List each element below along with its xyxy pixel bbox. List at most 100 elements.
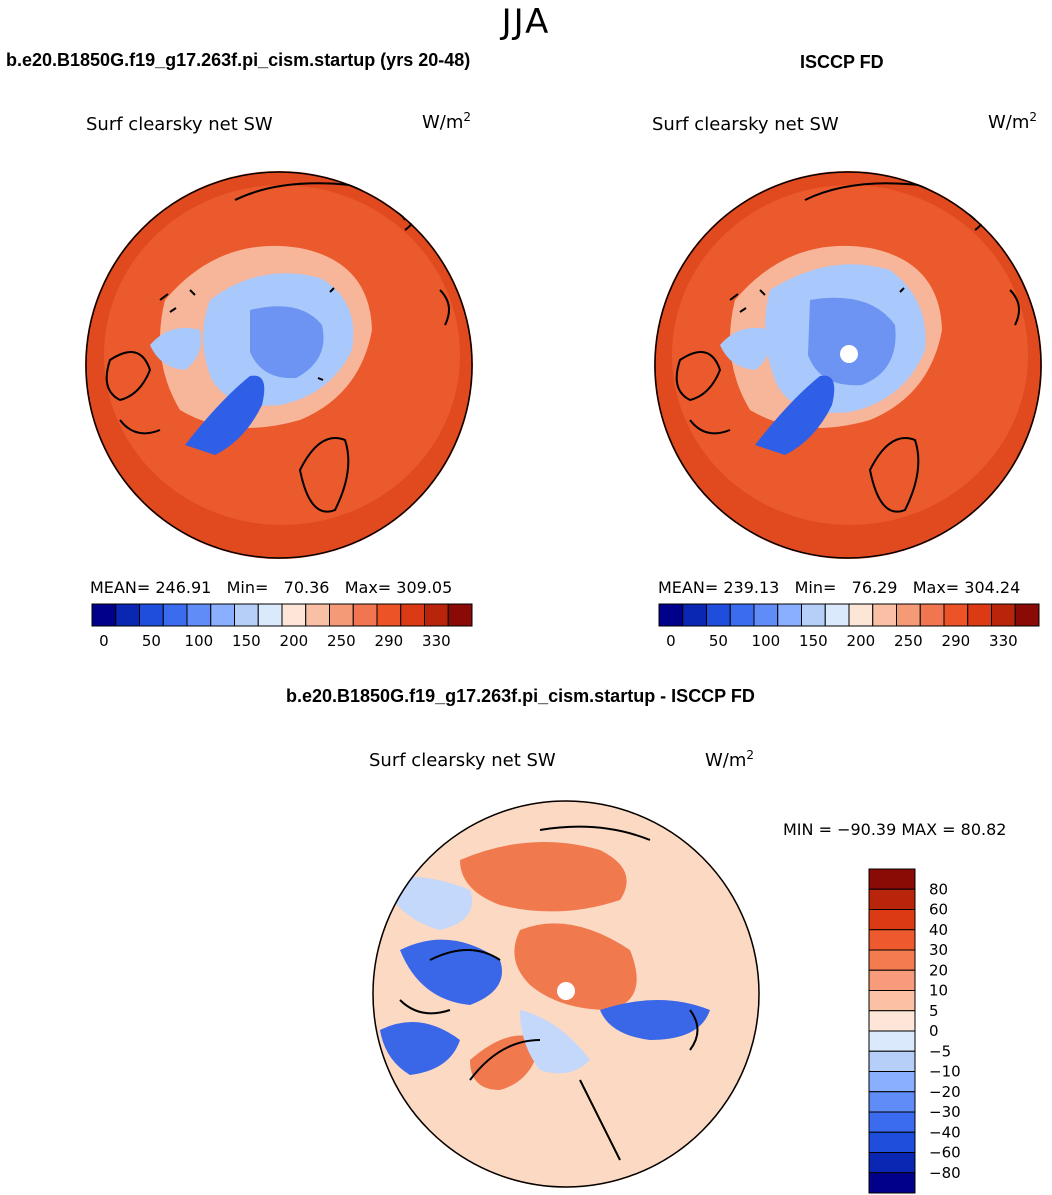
diff-map-light-blue-center [520, 1010, 590, 1074]
diff-colorbar-tick-label: −20 [929, 1083, 961, 1101]
obs-max-label: Max= [912, 578, 960, 597]
diff-colorbar-tick-label: −40 [929, 1123, 961, 1141]
model-case-title: b.e20.B1850G.f19_g17.263f.pi_cism.startu… [6, 50, 471, 70]
obs-colorbar-box [658, 603, 684, 627]
model-map [85, 171, 473, 559]
model-colorbar-tick-label: 330 [422, 632, 451, 650]
diff-colorbar-tick-label: 60 [929, 901, 948, 919]
diff-map [372, 800, 760, 1188]
model-colorbar-box [115, 603, 140, 627]
obs-colorbar-tick-label: 200 [847, 632, 876, 650]
diff-map-blue-southwest [380, 1022, 460, 1075]
diff-map-red-pole [514, 923, 637, 1010]
obs-units-text: W/m [988, 112, 1030, 133]
diff-colorbar-tick-label: −60 [929, 1144, 961, 1162]
diff-colorbar-box [868, 1152, 916, 1174]
obs-colorbar-tick-label: 100 [752, 632, 781, 650]
model-variable-label: Surf clearsky net SW [86, 114, 273, 135]
diff-colorbar-box [868, 1091, 916, 1113]
obs-stats: MEAN= 239.13 Min= 76.29 Max= 304.24 [658, 578, 1020, 597]
diff-colorbar-tick-label: 30 [929, 941, 948, 959]
obs-colorbar-tick-label: 330 [989, 632, 1018, 650]
diff-map-coastlines [399, 825, 699, 1161]
diff-map-red-north [460, 842, 627, 912]
diff-colorbar-box [868, 949, 916, 971]
obs-colorbar-tick-label: 50 [709, 632, 728, 650]
diff-colorbar-box [868, 1172, 916, 1194]
diff-colorbar-box [868, 868, 916, 890]
model-map-arctic-core [250, 306, 324, 379]
model-colorbar-tick-label: 100 [185, 632, 214, 650]
diff-colorbar-tick-label: 0 [929, 1022, 939, 1040]
model-min-label: Min= [226, 578, 269, 597]
obs-colorbar-tick-label: 0 [666, 632, 676, 650]
diff-map-blue-archipelago [400, 939, 502, 1005]
model-map-greenland [185, 375, 265, 455]
obs-colorbar-box [1014, 603, 1040, 627]
diff-variable-label: Surf clearsky net SW [369, 750, 556, 771]
model-colorbar-box [257, 603, 283, 627]
obs-map-arctic-core [808, 297, 896, 386]
model-max-value: 309.05 [396, 578, 453, 597]
diff-map-blue-east [600, 1000, 710, 1040]
diff-colorbar-tick-label: 40 [929, 921, 948, 939]
model-colorbar-box [210, 603, 235, 627]
obs-map-archipelago [720, 327, 771, 370]
model-min-value: 70.36 [283, 578, 330, 597]
model-colorbar-box [329, 603, 354, 627]
model-units-text: W/m [422, 112, 464, 133]
diff-minmax: MIN = −90.39 MAX = 80.82 [783, 820, 1007, 839]
diff-colorbar-tick-label: −80 [929, 1164, 961, 1182]
diff-map-greenland-red [470, 1035, 540, 1090]
diff-colorbar-tick-label: 5 [929, 1002, 939, 1020]
diff-map-missing-pole [557, 982, 575, 1000]
model-mean-label: MEAN= [90, 578, 151, 597]
obs-case-title: ISCCP FD [800, 52, 884, 72]
diff-colorbar-box [868, 969, 916, 991]
obs-mean-value: 239.13 [723, 578, 780, 597]
diff-colorbar-tick-label: −5 [929, 1042, 951, 1060]
model-map-archipelago [150, 327, 201, 370]
diff-colorbar-box [868, 929, 916, 951]
model-colorbar-tick-label: 150 [232, 632, 261, 650]
obs-colorbar-box [991, 603, 1016, 627]
diff-colorbar-tick-label: −10 [929, 1063, 961, 1081]
obs-min-label: Min= [794, 578, 837, 597]
model-colorbar-box [424, 603, 449, 627]
obs-map-greenland [755, 375, 835, 455]
obs-map-coastlines [675, 182, 976, 513]
obs-map-missing-pole [840, 345, 858, 363]
obs-colorbar-box [967, 603, 992, 627]
obs-colorbar-tick-label: 250 [894, 632, 923, 650]
model-colorbar-tick-label: 290 [375, 632, 404, 650]
obs-colorbar-box [706, 603, 731, 627]
obs-max-value: 304.24 [964, 578, 1021, 597]
obs-min-value: 76.29 [851, 578, 898, 597]
diff-colorbar-box [868, 1030, 916, 1052]
obs-colorbar-box [729, 603, 755, 627]
diff-colorbar-tick-label: 10 [929, 982, 948, 1000]
diff-colorbar-box [868, 1131, 916, 1153]
model-colorbar-tick-label: 250 [327, 632, 356, 650]
model-colorbar-box [447, 603, 473, 627]
obs-colorbar-tick-label: 290 [942, 632, 971, 650]
diff-colorbar-box [868, 990, 916, 1012]
obs-colorbar-box [682, 603, 707, 627]
obs-colorbar-box [896, 603, 921, 627]
obs-colorbar-box [801, 603, 826, 627]
obs-colorbar-box [943, 603, 969, 627]
model-colorbar-box [139, 603, 164, 627]
model-colorbar-tick-label: 50 [142, 632, 161, 650]
model-map-border [85, 171, 473, 559]
obs-mean-label: MEAN= [658, 578, 719, 597]
model-colorbar-box [305, 603, 330, 627]
diff-colorbar-tick-label: 20 [929, 961, 948, 979]
obs-colorbar-box [777, 603, 802, 627]
model-mean-value: 246.91 [155, 578, 212, 597]
model-colorbar-box [234, 603, 259, 627]
obs-map-border [654, 171, 1042, 559]
model-colorbar: 0 50 100 150 200 250 290 330 [91, 603, 473, 650]
diff-colorbar-box [868, 1071, 916, 1093]
model-units-label: W/m2 [422, 110, 471, 133]
